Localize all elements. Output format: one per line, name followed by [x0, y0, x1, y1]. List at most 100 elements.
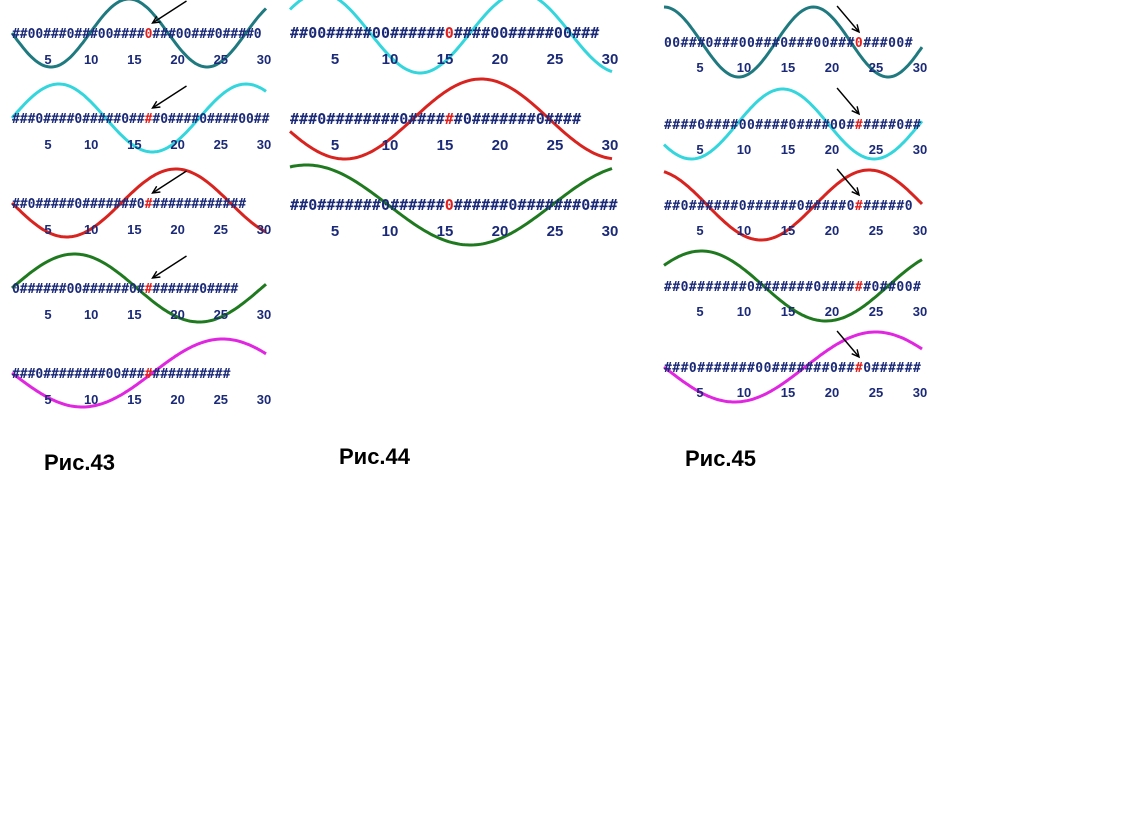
tick-label: 15 [781, 60, 795, 75]
pointer-arrow-icon [151, 255, 187, 279]
tick-label: 10 [84, 307, 98, 322]
sequence-row: ##0#######0#######0######0##00# 5 10 15 20 25… [663, 249, 927, 323]
symbol-sequence: ###0########0######0#######0#### [290, 110, 581, 128]
pointer-arrow-icon [836, 168, 861, 197]
tick-label: 15 [437, 51, 454, 68]
tick-label: 20 [170, 392, 184, 407]
tick-label: 10 [84, 137, 98, 152]
tick-label: 25 [869, 142, 883, 157]
sine-wave [10, 167, 267, 239]
tick-label: 10 [84, 392, 98, 407]
tick-label: 15 [437, 137, 454, 154]
symbol-sequence: ##0#####0#######0############# [12, 197, 246, 212]
tick-label: 5 [44, 137, 51, 152]
pointer-arrow-icon [836, 87, 861, 116]
symbol-sequence: ###0########00############## [12, 367, 231, 382]
tick-label: 10 [84, 222, 98, 237]
tick-label: 10 [737, 142, 751, 157]
tick-label: 20 [825, 142, 839, 157]
tick-label: 5 [696, 385, 703, 400]
symbol-sequence: ##0#######0######0######0#######0### [290, 196, 618, 214]
tick-label: 25 [214, 137, 228, 152]
symbol-sequence: ##0#######0#######0######0##00# [664, 280, 921, 295]
tick-label: 20 [492, 51, 509, 68]
tick-label: 20 [492, 223, 509, 240]
sine-wave [288, 0, 613, 75]
tick-label: 30 [257, 392, 271, 407]
caption-fig-45: Рис.45 [685, 446, 757, 471]
tick-label: 30 [913, 223, 927, 238]
tick-label: 10 [382, 51, 399, 68]
symbol-sequence: 00###0###00###0###00###0###00# [664, 36, 913, 51]
pointer-arrow-icon [151, 85, 187, 109]
sine-wave [11, 337, 267, 409]
tick-label: 15 [781, 385, 795, 400]
sequence-row: ###0####0#####0####0####0####00## 5 10 15 20… [10, 82, 271, 154]
tick-label: 10 [737, 385, 751, 400]
tick-label: 20 [170, 222, 184, 237]
tick-label: 30 [913, 60, 927, 75]
tick-label: 20 [825, 60, 839, 75]
sine-wave [289, 77, 613, 161]
tick-label: 20 [825, 385, 839, 400]
tick-label: 25 [869, 304, 883, 319]
tick-label: 15 [781, 304, 795, 319]
sequence-row: ##0#######0######0######0#######0### 5 10 1… [289, 163, 619, 247]
sequence-row: 00###0###00###0###00###0###00# 5 10 15 20 25 3… [663, 5, 927, 79]
caption-fig-44: Рис.44 [339, 444, 411, 469]
tick-label: 25 [214, 52, 228, 67]
tick-label: 15 [127, 137, 141, 152]
figure-43: ##00###0###00####0###00###0####0 5 10 15 20 2… [10, 0, 271, 409]
figure-45: 00###0###00###0###00###0###00# 5 10 15 20 25 3… [662, 5, 927, 404]
sequence-row: ###0########0######0#######0#### 5 10 15 20 2… [289, 77, 619, 161]
tick-label: 10 [737, 304, 751, 319]
tick-label: 5 [44, 392, 51, 407]
tick-label: 30 [913, 304, 927, 319]
tick-label: 5 [331, 137, 339, 154]
tick-label: 5 [331, 223, 339, 240]
tick-label: 30 [913, 142, 927, 157]
symbol-sequence: ###0####0#####0####0####0####00## [12, 112, 270, 127]
sequence-row: ####0####00####0####00######0## 5 10 15 20 25… [662, 87, 927, 161]
tick-label: 30 [602, 223, 619, 240]
tick-label: 30 [602, 137, 619, 154]
tick-label: 25 [214, 307, 228, 322]
sequence-row: 0######00######0########0#### 5 10 15 20 25 30 [11, 252, 271, 324]
tick-label: 15 [127, 392, 141, 407]
tick-label: 5 [696, 142, 703, 157]
tick-label: 15 [127, 52, 141, 67]
tick-label: 25 [214, 392, 228, 407]
sequence-row: ##0######0######0#####0######0 5 10 15 20 25 3… [663, 168, 927, 242]
tick-label: 30 [257, 52, 271, 67]
tick-label: 5 [44, 52, 51, 67]
tick-label: 25 [547, 51, 564, 68]
symbol-sequence: ##00###0###00####0###00###0####0 [12, 27, 262, 42]
tick-label: 10 [737, 60, 751, 75]
sine-wave [662, 87, 924, 161]
symbol-sequence: ##0######0######0#####0######0 [664, 199, 913, 214]
sine-wave [663, 5, 924, 79]
tick-label: 25 [869, 223, 883, 238]
sequence-row: ##0#####0#######0############# 5 10 15 20 25 3… [10, 167, 271, 239]
tick-label: 25 [869, 385, 883, 400]
tick-label: 20 [170, 52, 184, 67]
tick-label: 30 [257, 307, 271, 322]
tick-label: 10 [84, 52, 98, 67]
sine-wave [289, 163, 613, 247]
tick-label: 30 [602, 51, 619, 68]
tick-label: 5 [44, 222, 51, 237]
pointer-arrow-icon [151, 0, 187, 24]
tick-label: 15 [127, 222, 141, 237]
tick-label: 10 [382, 223, 399, 240]
tick-label: 15 [127, 307, 141, 322]
tick-label: 15 [437, 223, 454, 240]
sine-wave [11, 252, 267, 324]
tick-label: 5 [696, 60, 703, 75]
tick-label: 20 [492, 137, 509, 154]
sine-wave [663, 249, 923, 323]
tick-label: 5 [44, 307, 51, 322]
tick-label: 10 [737, 223, 751, 238]
tick-label: 20 [170, 137, 184, 152]
tick-label: 30 [913, 385, 927, 400]
